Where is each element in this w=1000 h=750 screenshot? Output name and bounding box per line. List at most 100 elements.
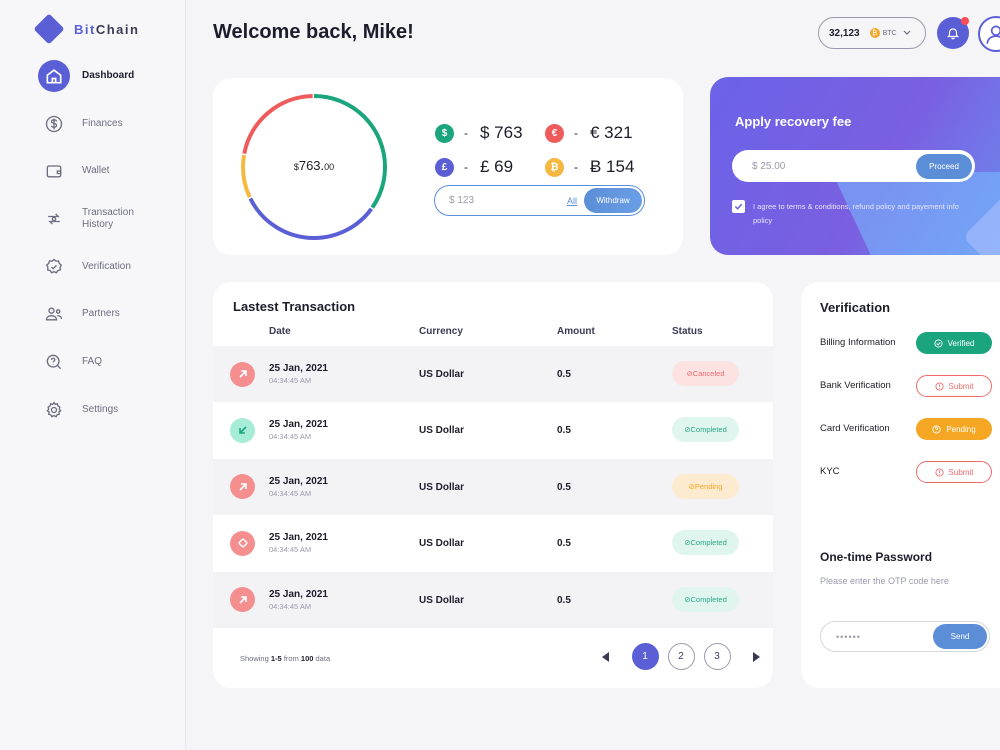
verification-card: Verification Billing Information Verifie… bbox=[801, 282, 1000, 688]
table-row[interactable]: 25 Jan, 2021 04:34:45 AM US Dollar 0.5 ⊘… bbox=[213, 515, 773, 571]
table-row[interactable]: 25 Jan, 2021 04:34:45 AM US Dollar 0.5 ⊘… bbox=[213, 346, 773, 403]
alert-circle-icon bbox=[934, 381, 944, 391]
bitcoin-coin-icon: ₿ bbox=[545, 157, 564, 177]
donut-segment-2 bbox=[241, 94, 387, 240]
verification-badge-icon bbox=[38, 251, 70, 283]
pagination: 1 2 3 bbox=[599, 643, 763, 670]
sidebar-item-label: Wallet bbox=[82, 165, 110, 177]
sidebar-item-label: Partners bbox=[82, 308, 120, 320]
recovery-fee-card: Apply recovery fee $ 25.00 Proceed I agr… bbox=[710, 77, 1000, 255]
check-circle-icon bbox=[934, 338, 943, 348]
verification-title: Verification bbox=[820, 300, 891, 315]
sidebar-item-verification[interactable]: Verification bbox=[38, 243, 183, 291]
verified-button[interactable]: Verified bbox=[916, 332, 992, 354]
table-row[interactable]: 25 Jan, 2021 04:34:45 AM US Dollar 0.5 ⊘… bbox=[213, 571, 773, 628]
submit-button[interactable]: Submit bbox=[916, 461, 992, 483]
bell-icon bbox=[946, 28, 960, 40]
page-2-button[interactable]: 2 bbox=[667, 643, 695, 670]
transactions-title: Lastest Transaction bbox=[233, 299, 356, 314]
balance-card: $763.00 $ - $ 763 € - € 321 £ - £ 69 ₿ - bbox=[213, 78, 683, 255]
logo-diamond-icon bbox=[33, 13, 65, 45]
sidebar-item-label: Settings bbox=[82, 403, 119, 415]
sidebar: BitChain Dashboard Finances Wallet Trans… bbox=[0, 0, 186, 750]
sidebar-item-label: Finances bbox=[82, 117, 123, 129]
send-button[interactable]: Send bbox=[933, 624, 987, 649]
recovery-title: Apply recovery fee bbox=[735, 114, 852, 129]
recovery-fee-input[interactable]: $ 25.00 Proceed bbox=[732, 150, 975, 182]
notifications-button[interactable] bbox=[937, 17, 969, 49]
pagination-summary: Showing 1-5 from 100 data bbox=[240, 654, 331, 663]
dollar-coin-icon: $ bbox=[435, 123, 454, 143]
withdraw-amount-input[interactable]: $ 123 bbox=[449, 195, 475, 206]
arrow-up-right-icon bbox=[230, 587, 255, 613]
verification-row-bank: Bank Verification Submit bbox=[820, 375, 995, 397]
status-badge: ⊘ Canceled bbox=[672, 361, 739, 386]
sidebar-item-transaction-history[interactable]: Transaction History bbox=[38, 195, 183, 243]
wallet-icon bbox=[38, 155, 70, 187]
home-icon bbox=[38, 59, 70, 92]
gear-icon bbox=[38, 394, 70, 426]
withdraw-form: $ 123 All Withdraw bbox=[434, 185, 645, 216]
faq-icon bbox=[38, 346, 70, 378]
recovery-fee-placeholder: $ 25.00 bbox=[752, 160, 786, 172]
column-status: Status bbox=[672, 326, 703, 337]
bitcoin-icon: ₿ bbox=[869, 28, 880, 38]
terms-checkbox[interactable] bbox=[732, 200, 745, 213]
verification-row-card: Card Verification Pending bbox=[820, 418, 995, 440]
verification-row-billing: Billing Information Verified bbox=[820, 332, 995, 354]
exchange-icon bbox=[230, 530, 255, 556]
sidebar-item-faq[interactable]: FAQ bbox=[38, 338, 183, 386]
donut-segment-0 bbox=[241, 94, 387, 240]
table-row[interactable]: 25 Jan, 2021 04:34:45 AM US Dollar 0.5 ⊘… bbox=[213, 402, 773, 458]
proceed-button[interactable]: Proceed bbox=[916, 153, 972, 179]
column-currency: Currency bbox=[419, 326, 463, 337]
arrow-up-right-icon bbox=[230, 361, 255, 387]
sidebar-item-partners[interactable]: Partners bbox=[38, 290, 183, 338]
arrow-down-left-icon bbox=[230, 417, 255, 443]
table-row[interactable]: 25 Jan, 2021 04:34:45 AM US Dollar 0.5 ⊘… bbox=[213, 458, 773, 516]
pending-button[interactable]: Pending bbox=[916, 418, 992, 440]
currency-usd: $ - $ 763 bbox=[435, 123, 545, 143]
status-badge: ⊘ Completed bbox=[672, 586, 739, 612]
brand-logo[interactable]: BitChain bbox=[33, 13, 139, 45]
btc-amount: 32,123 bbox=[829, 27, 860, 39]
transactions-list: 25 Jan, 2021 04:34:45 AM US Dollar 0.5 ⊘… bbox=[213, 346, 773, 628]
page-1-button[interactable]: 1 bbox=[631, 643, 659, 670]
sidebar-item-label: Dashboard bbox=[82, 69, 135, 81]
chevron-down-icon bbox=[903, 30, 911, 35]
transactions-card: Lastest Transaction Date Currency Amount… bbox=[213, 282, 773, 688]
user-icon bbox=[986, 25, 1000, 44]
help-circle-icon bbox=[932, 424, 941, 434]
otp-input[interactable]: •••••• Send bbox=[820, 621, 990, 652]
total-balance: $763.00 bbox=[293, 158, 335, 173]
otp-placeholder: •••••• bbox=[836, 631, 861, 642]
next-page-icon[interactable] bbox=[749, 650, 763, 664]
currency-balances: $ - $ 763 € - € 321 £ - £ 69 ₿ - Ƀ 154 bbox=[435, 116, 655, 184]
prev-page-icon[interactable] bbox=[599, 650, 613, 664]
currency-gbp: £ - £ 69 bbox=[435, 157, 545, 177]
sidebar-item-label: FAQ bbox=[82, 355, 103, 367]
sidebar-item-wallet[interactable]: Wallet bbox=[38, 147, 183, 195]
page-3-button[interactable]: 3 bbox=[703, 643, 731, 670]
submit-button[interactable]: Submit bbox=[916, 375, 992, 397]
transaction-history-icon bbox=[38, 203, 70, 235]
sidebar-item-settings[interactable]: Settings bbox=[38, 386, 183, 434]
status-badge: ⊘ Completed bbox=[672, 417, 739, 443]
verification-row-kyc: KYC Submit bbox=[820, 461, 995, 483]
avatar[interactable] bbox=[978, 16, 1000, 52]
sidebar-item-finances[interactable]: Finances bbox=[38, 100, 183, 148]
currency-btc: ₿ - Ƀ 154 bbox=[545, 157, 655, 177]
notification-badge bbox=[961, 17, 969, 25]
withdraw-all-link[interactable]: All bbox=[566, 195, 577, 206]
column-amount: Amount bbox=[557, 326, 595, 337]
otp-title: One-time Password bbox=[820, 550, 933, 564]
otp-description: Please enter the OTP code here bbox=[820, 576, 949, 586]
withdraw-button[interactable]: Withdraw bbox=[584, 188, 642, 213]
btc-balance-dropdown[interactable]: 32,123 ₿ BTC bbox=[818, 17, 926, 49]
currency-eur: € - € 321 bbox=[545, 123, 655, 143]
donut-segment-1 bbox=[241, 94, 387, 240]
balance-donut-chart bbox=[241, 94, 387, 240]
column-date: Date bbox=[269, 326, 291, 337]
sidebar-item-dashboard[interactable]: Dashboard bbox=[38, 52, 183, 100]
page-title: Welcome back, Mike! bbox=[213, 21, 414, 43]
